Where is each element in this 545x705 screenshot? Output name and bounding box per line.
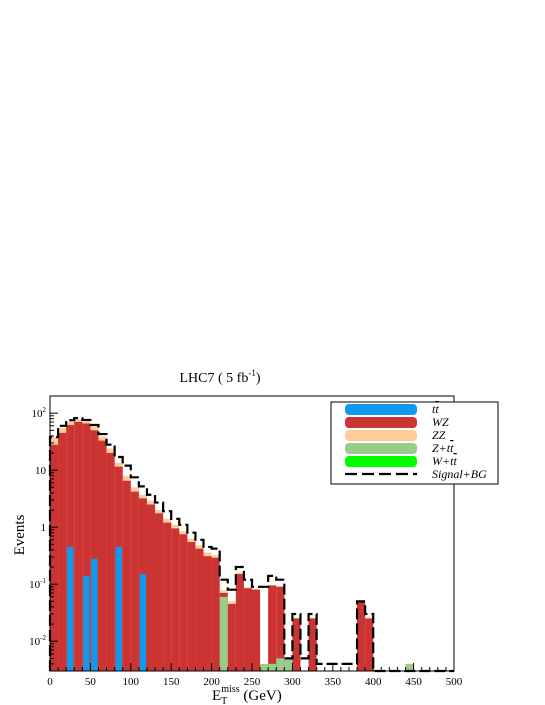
bar-wz-10 (58, 432, 67, 671)
x-tick-label-0: 0 (47, 676, 53, 688)
legend-swatch-1 (345, 417, 417, 428)
bar-wz-380 (357, 602, 366, 671)
bar-wz-0 (50, 444, 59, 671)
bar-wz-70 (106, 453, 115, 671)
bar-wz-300 (292, 618, 301, 671)
bar-ztt-260 (260, 663, 269, 671)
bar-wz-270 (268, 585, 277, 671)
bar-wz-140 (163, 522, 172, 671)
chart-title: LHC7 ( 5 fb-1) (180, 368, 261, 386)
bar-wz-170 (187, 541, 196, 671)
legend-swatch-0 (345, 404, 417, 415)
legend-swatch-3 (345, 443, 417, 454)
legend-label-4: W+tt (432, 454, 457, 468)
bar-wz-250 (252, 589, 261, 671)
legend-swatch-2 (345, 430, 417, 441)
y-tick-label-0.1: 10-1 (29, 577, 46, 591)
bar-ztt-210 (219, 596, 228, 671)
bar-wz-60 (98, 440, 107, 671)
legend-swatch-4 (345, 456, 417, 467)
bar-wz-130 (155, 513, 164, 671)
bar-wz-90 (122, 480, 131, 671)
x-axis-title: ETmiss (GeV) (212, 684, 282, 705)
legend-label-0: tt (432, 402, 439, 416)
bar-wz-220 (227, 603, 236, 671)
x-tick-label-450: 450 (405, 676, 422, 688)
histogram-bars (50, 419, 414, 671)
bar-ztt-290 (284, 658, 293, 671)
x-tick-label-200: 200 (203, 676, 220, 688)
y-tick-label-1: 1 (41, 522, 47, 534)
bar-ztt-270 (268, 663, 277, 671)
bar-wz-180 (195, 548, 204, 671)
x-tick-label-250: 250 (244, 676, 261, 688)
bar-tt-40 (83, 575, 90, 671)
bar-wz-190 (203, 556, 212, 671)
x-tick-label-400: 400 (365, 676, 382, 688)
legend-label-3: Z+tt (432, 441, 454, 455)
y-tick-label-0.01: 10-2 (29, 634, 46, 648)
bar-wz-30 (74, 421, 83, 671)
x-tick-label-350: 350 (325, 676, 342, 688)
bar-ztt-440 (405, 663, 414, 671)
bar-tt-110 (139, 574, 147, 671)
x-tick-label-300: 300 (284, 676, 301, 688)
bar-ztt-280 (276, 658, 285, 671)
bar-wz-50 (90, 430, 99, 671)
bar-wz-240 (243, 588, 252, 671)
x-tick-label-100: 100 (123, 676, 140, 688)
legend-label-2: ZZ (432, 428, 446, 442)
bar-wz-390 (365, 618, 374, 671)
y-tick-label-100: 102 (32, 406, 47, 420)
bar-wz-160 (179, 534, 188, 671)
x-tick-label-500: 500 (446, 676, 463, 688)
bar-tt-80 (115, 546, 122, 671)
bar-wz-150 (171, 528, 180, 671)
bar-tt-20 (66, 546, 74, 671)
y-tick-label-10: 10 (35, 465, 47, 477)
legend-label-1: WZ (432, 415, 449, 429)
x-tick-label-150: 150 (163, 676, 180, 688)
bar-wz-40 (82, 423, 91, 671)
bar-wz-230 (235, 574, 244, 671)
bar-wz-280 (276, 586, 285, 671)
bar-wz-320 (308, 618, 317, 671)
x-tick-label-50: 50 (85, 676, 97, 688)
y-axis-title: Events (12, 514, 28, 555)
bar-wz-120 (146, 504, 156, 671)
y-axis: 10-2 10-1 1 10 102 (29, 395, 58, 672)
x-axis: 0 50 100 150 200 250 300 350 400 450 500 (47, 663, 463, 688)
bar-wz-200 (211, 557, 220, 671)
bar-wz-100 (130, 491, 139, 671)
legend-label-5: Signal+BG (432, 467, 487, 481)
bar-tt-50 (91, 558, 98, 671)
